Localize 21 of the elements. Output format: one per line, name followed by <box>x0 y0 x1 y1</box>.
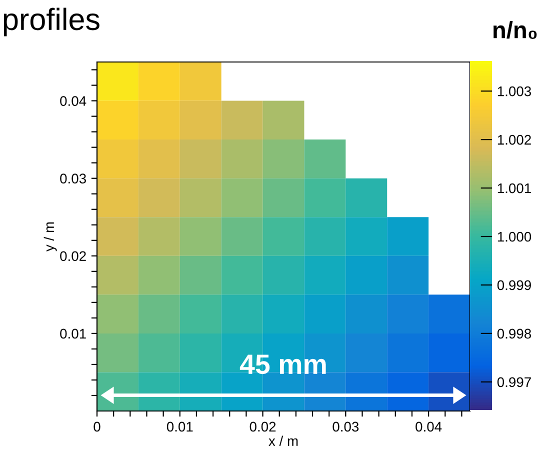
y-tick-label: 0.04 <box>60 96 86 106</box>
color-bar-label: 0.998 <box>497 328 532 339</box>
y-axis-title: y / m <box>44 222 57 252</box>
x-tick-label: 0.04 <box>416 422 442 432</box>
color-bar-label: 1.002 <box>498 134 531 145</box>
x-tick-label: 0 <box>94 422 100 432</box>
color-bar-title: n/n₀ <box>494 20 537 39</box>
color-bar-label: 0.997 <box>497 377 531 388</box>
y-tick-label: 0.01 <box>60 328 86 339</box>
color-bar-label: 1.000 <box>498 232 532 242</box>
x-tick-label: 0.03 <box>332 422 359 432</box>
x-tick-label: 0.01 <box>166 422 193 432</box>
y-tick-label: 0.02 <box>60 251 86 262</box>
x-axis-title: x / m <box>268 436 298 446</box>
y-tick-label: 0.03 <box>60 174 86 184</box>
color-bar-label: 1.003 <box>498 86 532 96</box>
x-tick-label: 0.02 <box>250 422 276 432</box>
chart-title: profiles <box>4 8 100 36</box>
color-bar-label: 0.999 <box>497 280 531 290</box>
annotation: 45 mm <box>240 354 326 374</box>
color-bar-label: 1.001 <box>498 183 531 194</box>
